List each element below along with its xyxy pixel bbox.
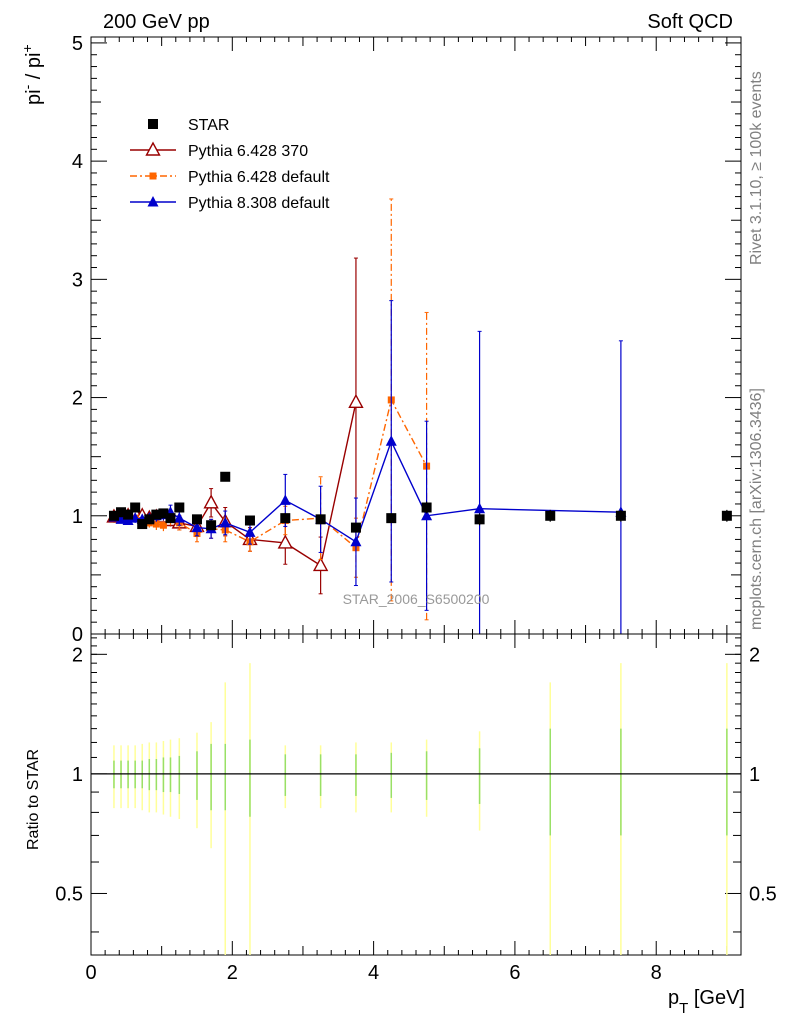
data-point <box>277 534 293 549</box>
data-point <box>312 556 329 572</box>
data-point <box>123 509 134 520</box>
y-tick-label: 1 <box>72 506 83 528</box>
x-tick-label: 0 <box>85 962 96 984</box>
legend: STAR Pythia 6.428 370 Pythia 6.428 default… <box>130 117 330 212</box>
data-point <box>721 510 732 521</box>
data-point <box>315 514 326 525</box>
ratio-y-tick-label: 1 <box>72 764 83 786</box>
data-point <box>280 513 291 524</box>
ratio-y-tick-label: 0.5 <box>55 883 83 905</box>
data-point <box>137 519 148 530</box>
x-tick-label: 6 <box>509 962 520 984</box>
ratio-y-tick-label-right: 1 <box>749 764 760 786</box>
legend-label: STAR <box>188 117 229 134</box>
data-point <box>244 526 256 537</box>
ratio-y-tick-label-right: 2 <box>749 644 760 666</box>
side-text-rivet: Rivet 3.1.10, ≥ 100k events <box>748 71 765 265</box>
ratio-y-axis-label: Ratio to STAR <box>25 749 42 850</box>
legend-marker <box>148 119 158 129</box>
ratio-plot-border <box>90 633 742 956</box>
series-line <box>113 402 357 567</box>
y-tick-label: 4 <box>72 151 83 173</box>
data-point <box>158 508 169 519</box>
legend-label: Pythia 6.428 default <box>188 169 330 186</box>
series-pythia-6-428-370 <box>106 257 364 595</box>
data-point <box>350 522 361 533</box>
data-point <box>116 507 127 518</box>
data-point <box>159 521 167 529</box>
data-point <box>421 502 432 513</box>
data-point <box>191 521 203 533</box>
series-pythia-8-308-default <box>108 300 627 635</box>
data-point <box>386 513 397 524</box>
data-point <box>151 509 162 520</box>
data-point <box>203 494 219 509</box>
data-point <box>220 471 231 482</box>
header-right: Soft QCD <box>647 11 733 33</box>
data-point <box>165 513 176 524</box>
data-point <box>219 516 231 528</box>
data-point <box>115 513 127 524</box>
main-plot-series <box>106 198 732 635</box>
watermark: STAR_2006_S6500200 <box>343 591 490 607</box>
data-point <box>174 502 185 513</box>
x-tick-label: 8 <box>651 962 662 984</box>
series-line <box>113 439 621 543</box>
data-point <box>350 535 362 547</box>
data-point <box>348 393 364 408</box>
data-point <box>385 435 397 446</box>
main-y-axis-label: pi- / pi+ <box>19 44 45 105</box>
data-point <box>545 510 556 521</box>
data-point <box>191 514 202 525</box>
data-point <box>173 512 185 523</box>
series-star <box>108 471 732 533</box>
data-point <box>421 509 433 521</box>
data-point <box>152 520 160 528</box>
y-tick-label: 2 <box>72 388 83 410</box>
side-text-mcplots: mcplots.cern.ch [arXiv:1306.3436] <box>748 388 765 630</box>
x-tick-label: 4 <box>368 962 379 984</box>
data-point <box>474 502 486 514</box>
data-point <box>144 514 155 525</box>
data-point <box>244 515 255 526</box>
y-tick-label: 5 <box>72 33 83 55</box>
legend-label: Pythia 6.428 370 <box>188 143 308 160</box>
data-point <box>279 494 291 505</box>
ratio-y-tick-label-right: 0.5 <box>749 883 777 905</box>
ratio-y-tick-label: 2 <box>72 644 83 666</box>
series-pythia-6-428-default <box>110 198 431 621</box>
y-tick-label: 0 <box>72 624 83 646</box>
data-point <box>474 514 485 525</box>
y-tick-label: 3 <box>72 269 83 291</box>
legend-marker <box>149 172 157 180</box>
data-point <box>108 510 119 521</box>
ratio-uncertainty-bands <box>91 663 741 955</box>
legend-marker <box>147 196 159 207</box>
legend-label: Pythia 8.308 default <box>188 195 330 212</box>
data-point <box>130 502 141 513</box>
header-left: 200 GeV pp <box>103 11 210 33</box>
ratio-plot-frame: 0 2 4 6 8 0.5 0.5 1 1 2 2 <box>55 633 777 984</box>
x-axis-label: pT [GeV] <box>668 987 745 1017</box>
data-point <box>206 520 217 531</box>
data-point <box>615 510 626 521</box>
main-plot-frame: 0 1 2 3 4 5 <box>72 33 742 646</box>
x-tick-label: 2 <box>227 962 238 984</box>
legend-marker <box>145 141 161 156</box>
